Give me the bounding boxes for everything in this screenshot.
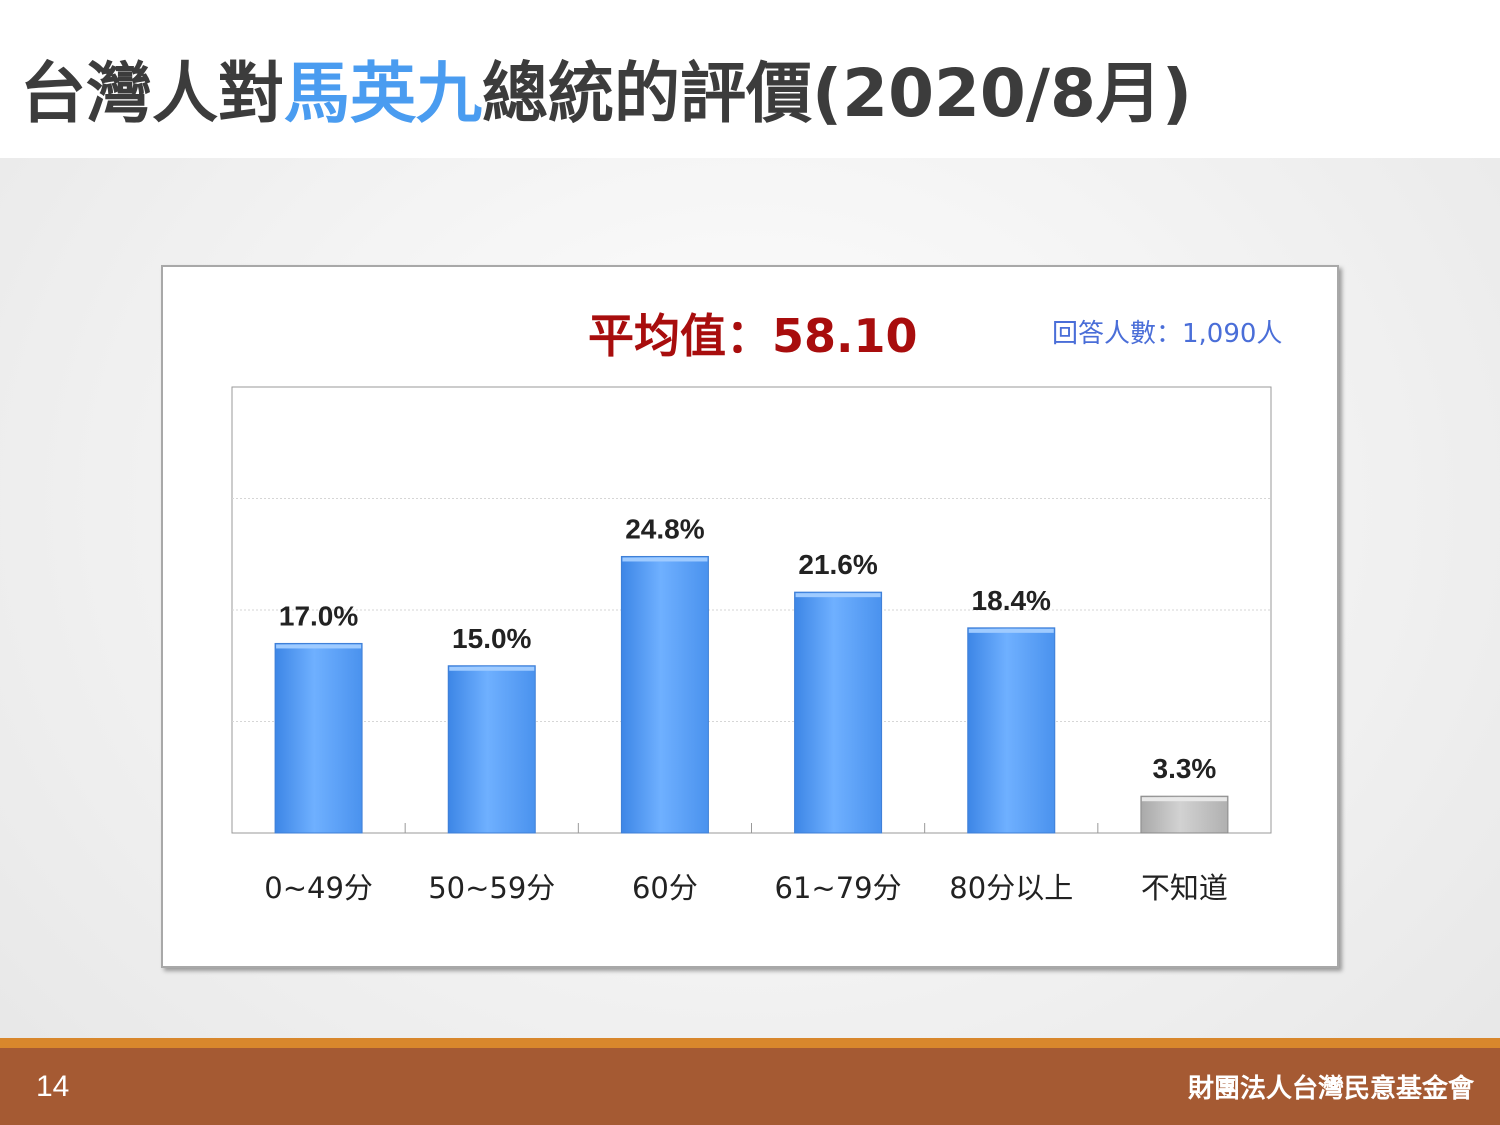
data-label: 17.0% [279, 600, 358, 631]
data-label: 15.0% [452, 623, 531, 654]
bar-5 [967, 627, 1056, 834]
data-label: 18.4% [972, 585, 1051, 616]
bar-4 [794, 591, 883, 834]
data-label: 21.6% [798, 549, 877, 580]
category-label: 80分以上 [949, 871, 1073, 905]
category-label: 0~49分 [264, 871, 373, 905]
footer-accent-line [0, 1038, 1500, 1048]
bar-highlight [1141, 797, 1227, 802]
data-label: 24.8% [625, 513, 704, 544]
plot-area [231, 386, 1272, 834]
respondent-count: 回答人數：1,090人 [1052, 319, 1283, 349]
category-label: 不知道 [1141, 871, 1228, 905]
title-highlight: 馬英九 [284, 55, 482, 132]
bar-1 [274, 642, 363, 834]
data-label: 3.3% [1153, 753, 1217, 784]
bar-2 [447, 665, 536, 834]
bar-highlight [276, 644, 362, 649]
page-title: 台灣人對馬英九總統的評價(2020/8月) [20, 40, 1192, 136]
organization-name: 財團法人台灣民意基金會 [1187, 1074, 1474, 1104]
bar-3 [620, 555, 709, 834]
category-label: 50~59分 [428, 871, 555, 905]
bar-highlight [795, 593, 881, 598]
bar-highlight [449, 666, 535, 671]
title-prefix: 台灣人對 [20, 55, 284, 132]
title-suffix: 總統的評價(2020/8月) [482, 55, 1193, 132]
page-number: 14 [36, 1070, 70, 1103]
category-label: 61~79分 [775, 871, 902, 905]
bar-6 [1140, 795, 1229, 834]
bar-highlight [622, 557, 708, 562]
category-label: 60分 [632, 871, 698, 905]
bar-highlight [968, 628, 1054, 633]
mean-score: 平均值：58.10 [588, 309, 918, 363]
footer-bar [0, 1048, 1500, 1125]
title-bar: 台灣人對馬英九總統的評價(2020/8月) [0, 0, 1500, 158]
